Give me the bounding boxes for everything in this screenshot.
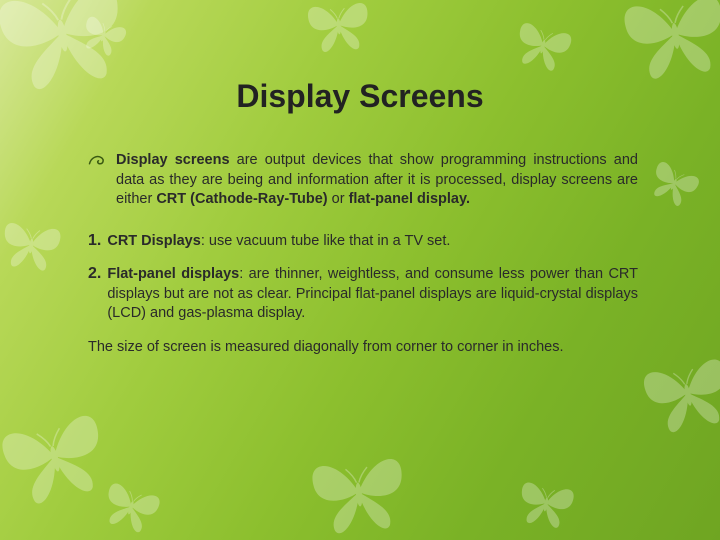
main-bullet-text: Display screens are output devices that …: [116, 151, 638, 210]
bullet-bold2: CRT (Cathode-Ray-Tube): [156, 191, 327, 207]
list-item-number: 2.: [88, 265, 101, 324]
main-bullet: Display screens are output devices that …: [88, 151, 638, 232]
bullet-lead: Display screens: [116, 152, 230, 168]
list-item-number: 1.: [88, 232, 101, 252]
list-item: 2.Flat-panel displays: are thinner, weig…: [88, 265, 638, 324]
list-item-label: CRT Displays: [107, 233, 200, 249]
list-item-body: Flat-panel displays: are thinner, weight…: [107, 265, 638, 324]
slide-title: Display Screens: [82, 78, 638, 115]
list-item-rest: : use vacuum tube like that in a TV set.: [201, 233, 451, 249]
swirl-bullet-icon: [88, 153, 106, 232]
closing-text: The size of screen is measured diagonall…: [88, 338, 638, 358]
list-item-label: Flat-panel displays: [107, 266, 239, 282]
bullet-mid2: or: [328, 191, 349, 207]
numbered-list: 1. CRT Displays: use vacuum tube like tha…: [82, 232, 638, 324]
slide-content: Display Screens Display screens are outp…: [0, 0, 720, 398]
list-item-body: CRT Displays: use vacuum tube like that …: [107, 232, 638, 252]
list-item: 1. CRT Displays: use vacuum tube like tha…: [88, 232, 638, 252]
bullet-bold3: flat-panel display.: [349, 191, 470, 207]
